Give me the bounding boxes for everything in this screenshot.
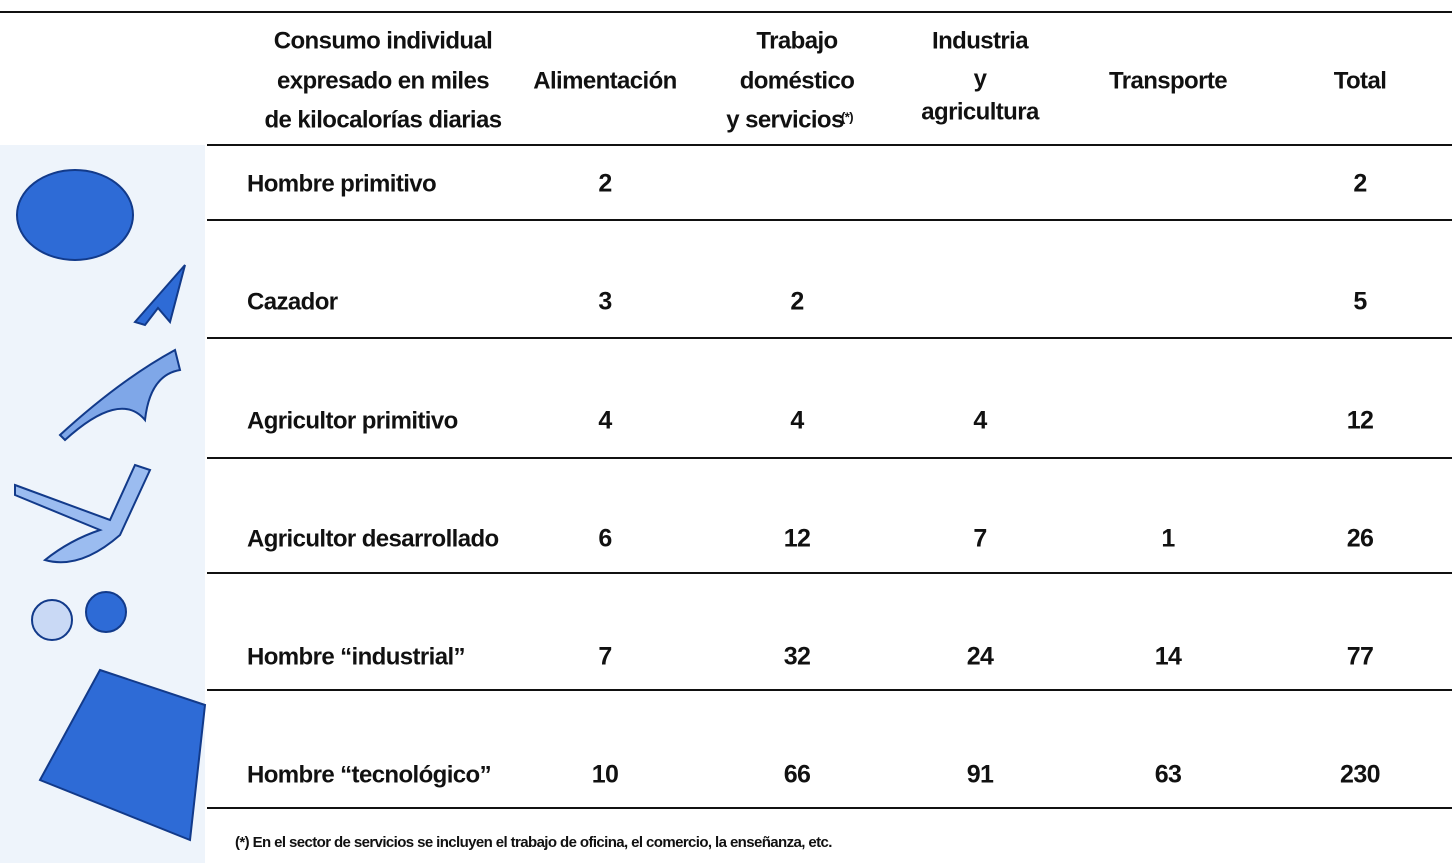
calculator-icon bbox=[38, 668, 207, 842]
column-header: doméstico bbox=[740, 67, 855, 94]
column-header: agricultura bbox=[921, 98, 1040, 125]
cell-value: 2 bbox=[790, 288, 803, 316]
column-header: y bbox=[974, 65, 988, 92]
cell-value: 4 bbox=[598, 407, 612, 435]
cell-value: 12 bbox=[784, 525, 811, 553]
hand-icon bbox=[16, 169, 134, 261]
row-label: Agricultor primitivo bbox=[247, 407, 458, 434]
cell-value: 7 bbox=[598, 643, 611, 671]
cell-value: 12 bbox=[1347, 407, 1374, 435]
row-label: Hombre “tecnológico” bbox=[247, 761, 491, 788]
cell-value: 2 bbox=[598, 170, 611, 198]
column-header: Industria bbox=[932, 27, 1029, 54]
cell-value: 230 bbox=[1340, 761, 1380, 789]
cell-value: 24 bbox=[967, 643, 994, 671]
column-header: Consumo individual bbox=[274, 27, 493, 54]
note-mark: (*) bbox=[841, 109, 853, 124]
cell-value: 10 bbox=[592, 761, 619, 789]
footnote: (*) En el sector de servicios se incluye… bbox=[235, 834, 832, 851]
arrow-icon bbox=[133, 264, 186, 327]
icons bbox=[14, 169, 207, 842]
cell-value: 91 bbox=[967, 761, 994, 789]
row-label: Hombre primitivo bbox=[247, 170, 436, 197]
column-header: Trabajo bbox=[756, 27, 837, 54]
column-header: y servicios bbox=[726, 106, 844, 133]
gear-icon bbox=[31, 599, 73, 641]
cell-value: 3 bbox=[598, 288, 611, 316]
row-label: Hombre “industrial” bbox=[247, 643, 465, 670]
row-label: Agricultor desarrollado bbox=[247, 525, 499, 552]
hoe-icon bbox=[58, 348, 182, 442]
column-header: de kilocalorías diarias bbox=[265, 106, 502, 133]
cell-value: 2 bbox=[1353, 170, 1366, 198]
column-header: Total bbox=[1334, 67, 1387, 94]
cell-value: 63 bbox=[1155, 761, 1182, 789]
cell-value: 7 bbox=[973, 525, 986, 553]
cell-value: 66 bbox=[784, 761, 811, 789]
cell-value: 77 bbox=[1347, 643, 1374, 671]
column-header: Alimentación bbox=[533, 67, 677, 94]
column-header: expresado en miles bbox=[277, 67, 489, 94]
cell-value: 14 bbox=[1155, 643, 1182, 671]
cell-value: 1 bbox=[1161, 525, 1175, 553]
cell-value: 26 bbox=[1347, 525, 1374, 553]
row-label: Cazador bbox=[247, 288, 338, 315]
cell-value: 6 bbox=[598, 525, 611, 553]
cell-value: 5 bbox=[1353, 288, 1367, 316]
cell-value: 4 bbox=[973, 407, 987, 435]
cell-value: 32 bbox=[784, 643, 811, 671]
column-header: Transporte bbox=[1109, 67, 1227, 94]
gear-icon bbox=[85, 591, 127, 633]
plow-icon bbox=[14, 463, 152, 564]
cell-value: 4 bbox=[790, 407, 804, 435]
